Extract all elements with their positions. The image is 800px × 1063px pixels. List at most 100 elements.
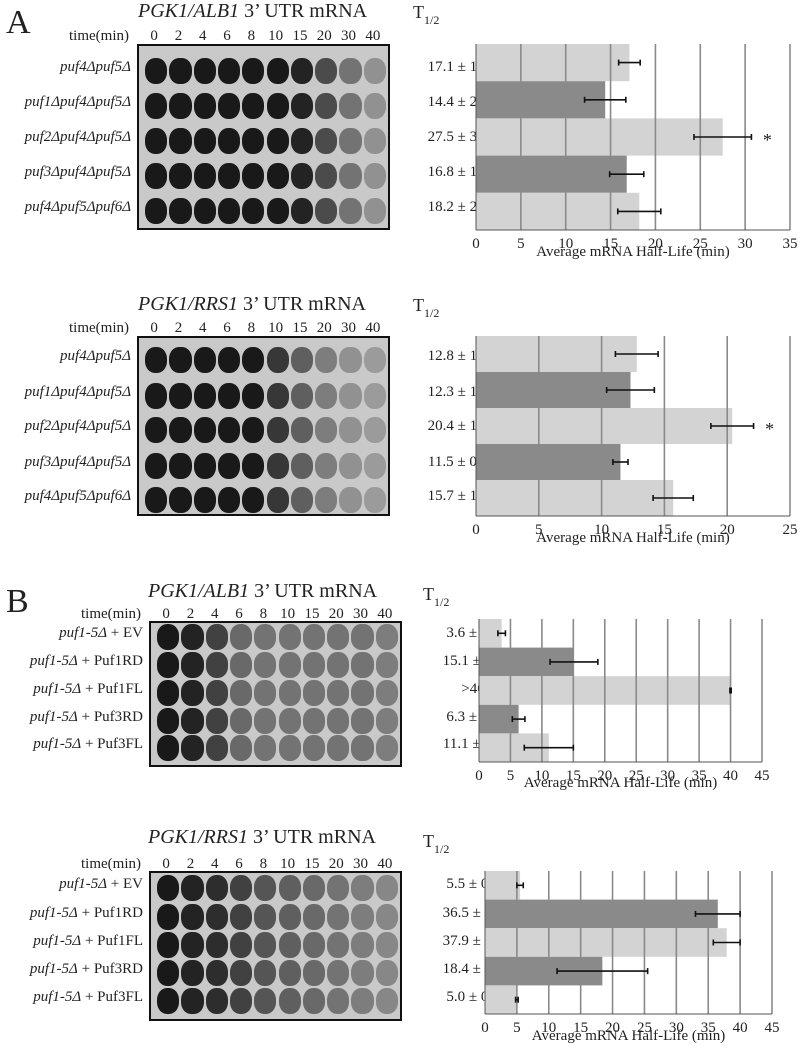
strain-genotype: puf4Δpuf5Δ [60,59,131,75]
blot-band [375,904,398,930]
x-tick-label: 25 [693,236,708,252]
blot-band [157,624,180,650]
northern-blot [137,336,390,516]
blot-band [193,347,216,373]
block-title: PGK1/ALB1 3’ UTR mRNA [138,0,367,22]
block-title-suffix: 3’ UTR mRNA [249,580,378,602]
blot-band [205,680,228,706]
timepoint-label: 0 [150,28,158,44]
blot-band [351,735,374,761]
blot-band [327,708,350,734]
blot-band [266,487,289,513]
blot-band [278,960,301,986]
x-tick-label: 10 [558,236,573,252]
block-title: PGK1/RRS1 3’ UTR mRNA [138,293,366,315]
blot-band [242,128,265,154]
half-life-value: 20.4 ± 1.7 [427,418,489,434]
bar [476,155,627,193]
x-tick-label: 0 [475,768,483,784]
strain-label: puf2Δpuf4Δpuf5Δ [25,418,131,435]
blot-band [169,128,192,154]
blot-band [157,652,180,678]
blot-band [145,93,168,119]
timepoint-label: 15 [304,606,320,622]
blot-band [229,624,253,650]
blot-band [229,680,253,706]
blot-band [181,875,204,901]
strain-plasmid: + Puf3FL [81,989,143,1005]
blot-band [205,904,228,930]
northern-blot [149,621,402,767]
blot-band [169,453,192,479]
strain-genotype: puf1-5Δ [33,933,82,949]
strain-genotype: puf1-5Δ [29,905,78,921]
strain-genotype: puf3Δpuf4Δpuf5Δ [24,454,131,470]
blot-band [339,58,362,84]
bar [476,118,723,156]
blot-band [205,735,228,761]
blot-band [229,652,253,678]
blot-band [363,417,386,443]
block-title-gene: PGK1/RRS1 [148,826,248,848]
blot-band [375,960,398,986]
block-title-suffix: 3’ UTR mRNA [239,0,368,22]
x-tick-label: 0 [472,236,480,252]
bar [476,372,631,408]
timepoint-label: 15 [292,28,308,44]
blot-band [363,487,386,513]
blot-band [169,487,192,513]
blot-band [181,735,204,761]
blot-band [278,652,301,678]
timepoint-label: 4 [211,856,219,872]
blot-band [145,58,168,84]
blot-band [351,904,374,930]
blot-band [145,417,168,443]
blot-band [217,417,241,443]
blot-band [193,453,216,479]
blot-band [266,198,289,224]
blot-band [315,93,338,119]
blot-band [375,680,398,706]
blot-band [242,163,265,189]
blot-band [157,988,180,1014]
blot-band [266,347,289,373]
strain-genotype: puf4Δpuf5Δpuf6Δ [24,488,131,504]
strain-plasmid: + Puf1RD [77,653,143,669]
t-half-letter: T [423,831,434,851]
blot-band [229,988,253,1014]
strain-genotype: puf1-5Δ [29,653,78,669]
strain-label: puf1-5Δ + Puf3RD [30,709,143,726]
x-tick-label: 15 [603,236,618,252]
strain-label: puf1-5Δ + Puf3RD [30,961,143,978]
blot-band [266,128,289,154]
blot-band [302,875,326,901]
blot-band [181,624,204,650]
blot-band [351,988,374,1014]
x-tick-label: 35 [783,236,798,252]
bar [485,871,521,900]
bar [485,985,517,1014]
blot-band [302,735,326,761]
blot-band [229,735,253,761]
blot-band [169,93,192,119]
half-life-bar-chart: * 0 5 10 15 20 25 Average mRNA Half-Life (min) [472,336,798,546]
blot-band [363,93,386,119]
half-life-value: 14.4 ± 2.3 [427,94,489,110]
blot-band [193,58,216,84]
blot-band [169,163,192,189]
blot-band [278,875,301,901]
half-life-value: 27.5 ± 3.2 [427,129,489,145]
blot-band [302,960,326,986]
strain-genotype: puf1Δpuf4Δpuf5Δ [24,94,131,110]
blot-band [181,680,204,706]
bar [476,444,621,480]
blot-band [242,453,265,479]
t-half-header: T1/2 [423,584,449,610]
blot-band [193,93,216,119]
timepoint-label: 2 [186,856,195,872]
blot-band [193,163,216,189]
blot-band [193,128,216,154]
blot-band [278,708,301,734]
blot-band [278,932,301,958]
timepoint-label: 30 [353,606,369,622]
